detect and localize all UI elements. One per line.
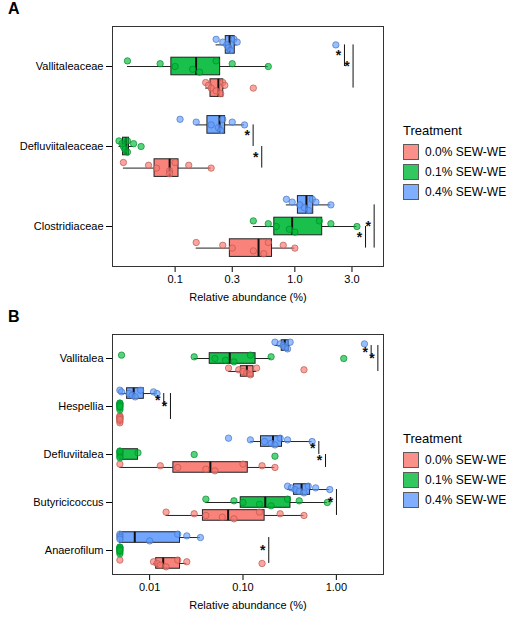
html-text:0.0% SEW-WE: 0.0% SEW-WE bbox=[425, 452, 507, 467]
html-text:0.1% SEW-WE: 0.1% SEW-WE bbox=[425, 164, 507, 179]
svg-text:Defluviitalea: Defluviitalea bbox=[44, 448, 105, 460]
html-text:B: B bbox=[8, 308, 20, 325]
svg-text:*: * bbox=[369, 350, 375, 366]
svg-text:*: * bbox=[162, 398, 168, 414]
svg-text:1.00: 1.00 bbox=[326, 581, 347, 593]
svg-text:*: * bbox=[317, 452, 323, 468]
svg-text:Butyricicoccus: Butyricicoccus bbox=[33, 496, 104, 508]
svg-text:*: * bbox=[310, 440, 316, 456]
svg-text:*: * bbox=[244, 127, 250, 143]
svg-text:*: * bbox=[155, 392, 161, 408]
html-text:Treatment: Treatment bbox=[403, 122, 462, 138]
svg-text:0.3: 0.3 bbox=[225, 273, 240, 285]
svg-text:Vallitaleaceae: Vallitaleaceae bbox=[36, 60, 104, 72]
html-text:0.4% SEW-WE: 0.4% SEW-WE bbox=[425, 184, 507, 199]
svg-text:*: * bbox=[328, 494, 334, 510]
svg-text:0.10: 0.10 bbox=[232, 581, 253, 593]
html-text:0.1% SEW-WE: 0.1% SEW-WE bbox=[425, 472, 507, 487]
html-text:0.4% SEW-WE: 0.4% SEW-WE bbox=[425, 492, 507, 507]
svg-text:*: * bbox=[260, 542, 266, 558]
svg-text:Anaerofilum: Anaerofilum bbox=[45, 544, 104, 556]
svg-text:*: * bbox=[344, 58, 350, 74]
svg-text:Defluviitaleaceae: Defluviitaleaceae bbox=[20, 140, 104, 152]
html-text:0.0% SEW-WE: 0.0% SEW-WE bbox=[425, 144, 507, 159]
svg-text:Relative abundance (%): Relative abundance (%) bbox=[189, 599, 306, 611]
svg-text:*: * bbox=[253, 149, 259, 165]
svg-text:*: * bbox=[336, 47, 342, 63]
svg-text:1.0: 1.0 bbox=[287, 273, 302, 285]
html-text:A: A bbox=[8, 0, 20, 17]
svg-text:3.0: 3.0 bbox=[344, 273, 359, 285]
svg-text:0.01: 0.01 bbox=[139, 581, 160, 593]
svg-text:Clostridiaceae: Clostridiaceae bbox=[34, 220, 104, 232]
svg-text:Relative abundance (%): Relative abundance (%) bbox=[189, 291, 306, 303]
svg-text:Vallitalea: Vallitalea bbox=[60, 352, 105, 364]
svg-text:*: * bbox=[362, 344, 368, 360]
svg-text:*: * bbox=[357, 229, 363, 245]
svg-text:Hespellia: Hespellia bbox=[58, 400, 104, 412]
svg-text:0.1: 0.1 bbox=[167, 273, 182, 285]
svg-text:*: * bbox=[365, 218, 371, 234]
html-text:Treatment: Treatment bbox=[403, 430, 462, 446]
